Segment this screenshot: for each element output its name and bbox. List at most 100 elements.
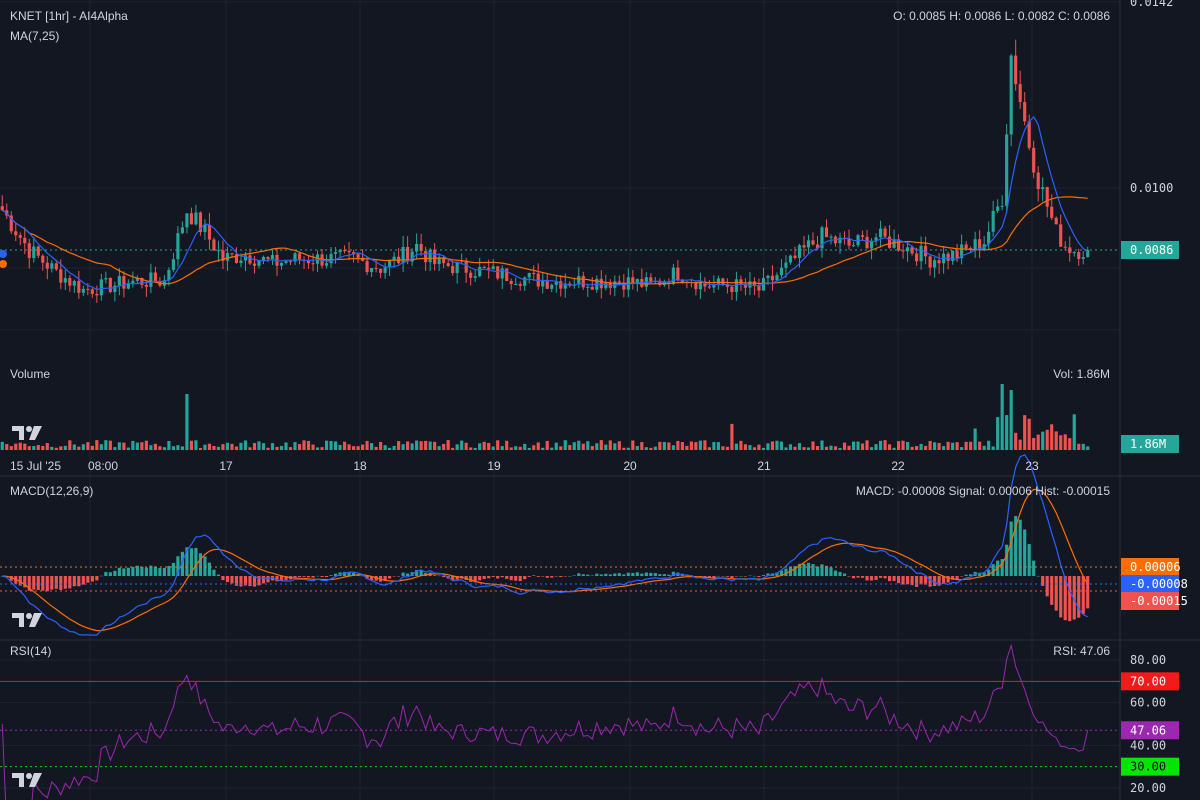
volume-bar [838,447,842,450]
candle-body [171,259,175,270]
candle-body [1081,257,1085,259]
macd-hist-bar [302,576,306,577]
macd-hist-bar [851,576,856,579]
macd-hist-bar [279,576,284,581]
candle-body [1023,102,1027,122]
volume-bar [865,440,869,450]
candle-body [388,259,392,268]
volume-bar [978,441,982,450]
candle-body [527,272,531,278]
volume-bar [225,442,230,450]
macd-hist-bar [415,569,419,576]
macd-hist-bar [383,576,387,581]
volume-bar [45,443,49,450]
volume-bar [514,446,518,450]
volume-bar [577,440,581,450]
candle-body [361,257,365,261]
macd-hist-bar [820,564,824,576]
macd-hist-bar [266,576,270,583]
volume-bar [644,447,648,450]
macd-hist-bar [275,576,279,582]
candle-body [45,262,49,269]
macd-hist-bar [811,564,815,576]
candle-body [464,260,468,273]
candle-body [698,281,702,290]
volume-bar [559,446,563,450]
volume-bar [293,442,297,450]
volume-bar [207,443,212,450]
volume-bar [1054,431,1058,450]
volume-bar [329,441,333,450]
macd-hist-bar [595,573,599,576]
candle-body [162,280,166,286]
macd-hist-bar [658,574,662,576]
macd-hist-bar [257,576,261,586]
volume-bar [41,445,45,450]
volume-bar [1009,390,1013,450]
macd-hist-bar [216,574,221,576]
volume-bar [185,394,189,450]
macd-hist-bar [734,576,739,577]
candle-body [1059,224,1063,247]
volume-bar [419,441,423,450]
candle-body [631,277,635,284]
candle-body [509,280,513,285]
macd-hist-bar [500,576,504,578]
macd-hist-bar [563,576,567,577]
volume-bar [356,446,360,450]
time-label: 08:00 [88,459,118,473]
time-label: 17 [219,459,233,473]
candle-body [960,244,964,259]
macd-hist-bar [185,547,189,576]
volume-bar [428,441,432,450]
macd-hist-bar [978,572,982,576]
volume-bar [541,447,545,450]
ma25-marker [0,260,7,268]
candle-body [365,260,369,273]
macd-hist-bar [1077,576,1081,618]
volume-bar [99,444,103,450]
rsi-label: RSI(14) [10,644,51,658]
volume-bar [951,442,955,450]
macd-hist-bar [906,576,910,585]
volume-bar [748,445,752,450]
macd-hist-bar [915,576,919,587]
volume-bar [545,440,549,450]
chart-title: KNET [1hr] - AI4Alpha [10,9,128,23]
volume-bar [370,443,374,450]
candle-body [757,286,761,291]
candle-body [14,231,18,236]
candle-body [901,250,905,252]
volume-bar [424,440,428,450]
candle-body [95,293,99,296]
candle-body [194,212,198,225]
volume-bar [239,442,243,450]
candle-body [1005,134,1009,206]
macd-hist-bar [406,573,410,576]
candle-body [550,284,554,289]
macd-hist-bar [473,576,477,583]
macd-hist-bar [221,576,225,581]
candle-body [730,286,734,292]
volume-bar [1027,418,1031,450]
candle-body [1009,55,1013,135]
candle-body [216,250,221,252]
tradingview-logo [12,613,42,627]
macd-hist-bar [392,576,396,577]
time-label: 19 [487,459,501,473]
volume-bar [568,445,572,450]
macd-hist-bar [1000,559,1004,576]
volume-bar [1036,434,1040,450]
volume-bar [622,447,626,450]
macd-hist-bar [333,573,338,576]
volume-bar [270,443,275,450]
volume-bar [1059,435,1063,450]
rsi-badge-bg [1121,757,1179,776]
candle-body [203,224,207,233]
macd-hist-bar [419,570,423,576]
price-tick-label: 0.0142 [1130,0,1173,9]
candle-body [860,235,865,237]
macd-hist-bar [919,576,923,585]
volume-bar [1005,415,1009,450]
